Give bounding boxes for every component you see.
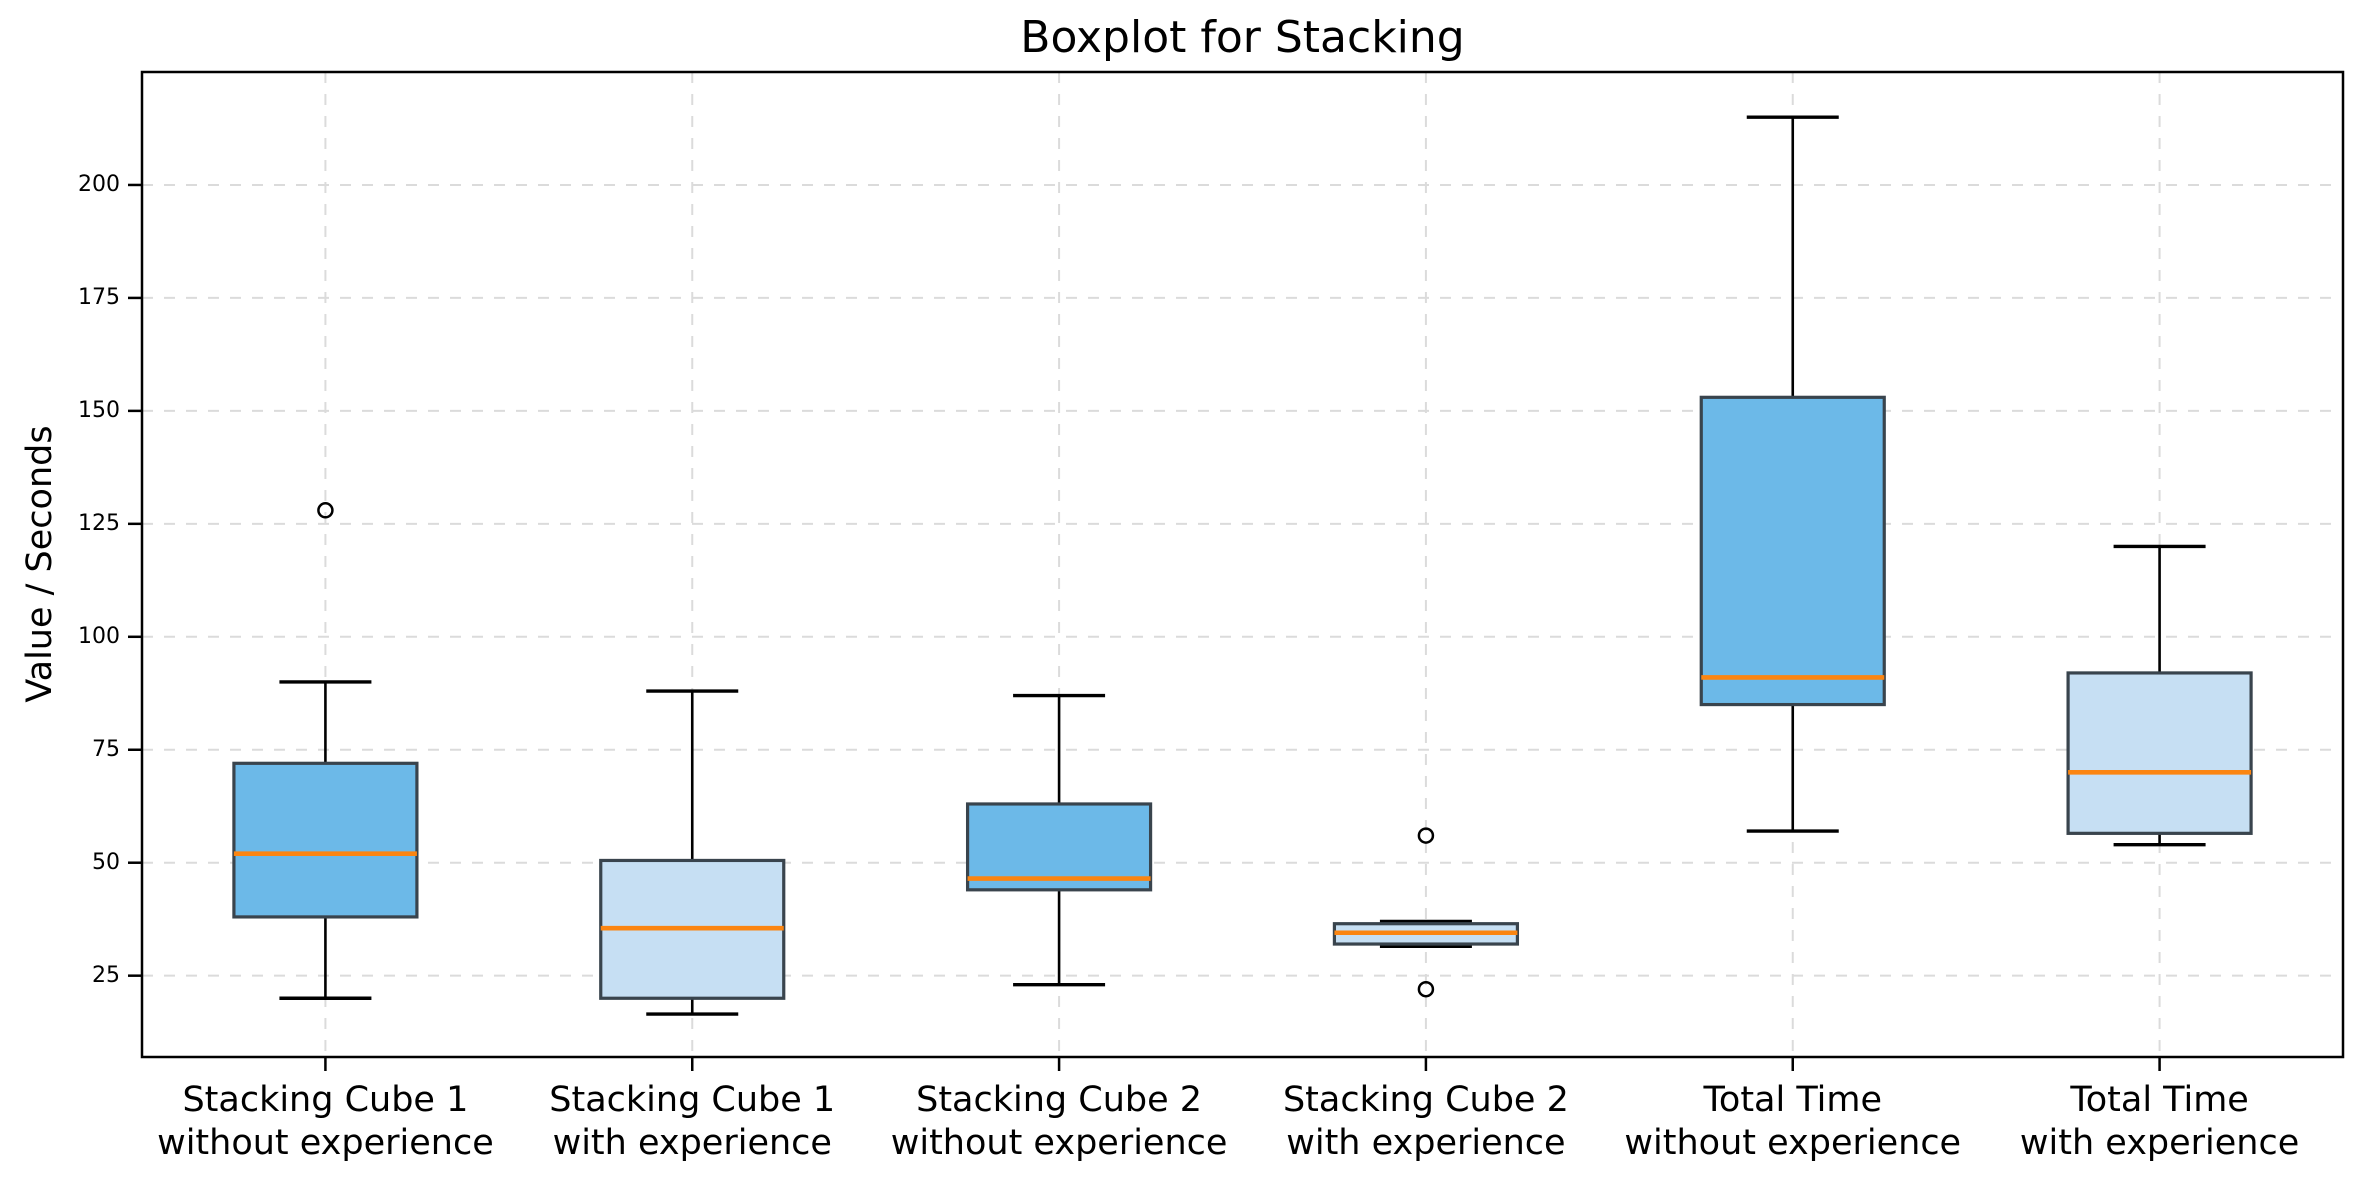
y-tick-label: 175 bbox=[78, 284, 120, 310]
x-tick-label-line: without experience bbox=[157, 1122, 494, 1163]
y-axis-label: Value / Seconds bbox=[20, 425, 60, 703]
x-tick-label-line: Stacking Cube 2 bbox=[1282, 1080, 1569, 1120]
y-tick-label: 75 bbox=[92, 736, 120, 762]
x-tick-label-line: Total Time bbox=[1703, 1080, 1883, 1120]
outlier-point bbox=[1417, 827, 1435, 844]
x-tick-label-line: with experience bbox=[2019, 1122, 2300, 1163]
outlier-point bbox=[317, 502, 334, 519]
x-tick-label-line: Stacking Cube 2 bbox=[916, 1080, 1203, 1120]
x-tick-label: Stacking Cube 2 without experience bbox=[849, 1079, 1269, 1164]
y-tick-label: 200 bbox=[78, 171, 120, 197]
x-tick-label: Total Time with experience bbox=[1950, 1079, 2356, 1164]
chart-title: Boxplot for Stacking bbox=[1020, 12, 1465, 63]
boxplot-box bbox=[232, 761, 419, 919]
x-tick-label-line: with experience bbox=[1286, 1122, 1566, 1163]
x-tick-label-line: without experience bbox=[890, 1122, 1228, 1163]
x-tick-label-line: without experience bbox=[1624, 1122, 1962, 1163]
y-tick-label: 25 bbox=[92, 962, 120, 988]
x-tick-label-line: Stacking Cube 1 bbox=[182, 1080, 469, 1120]
boxplot-box bbox=[965, 802, 1153, 892]
outlier-point bbox=[1417, 980, 1435, 998]
x-tick-label: Stacking Cube 1 without experience bbox=[115, 1079, 535, 1164]
y-tick-label: 150 bbox=[78, 397, 120, 423]
y-tick-label: 125 bbox=[78, 510, 120, 536]
boxplot-box bbox=[1699, 395, 1886, 707]
boxplot-box bbox=[2066, 671, 2253, 835]
x-tick-label: Total Time without experience bbox=[1583, 1079, 2003, 1164]
x-tick-label-line: Total Time bbox=[2070, 1080, 2249, 1120]
x-tick-label-line: with experience bbox=[552, 1122, 832, 1163]
y-tick-label: 50 bbox=[92, 849, 120, 875]
x-tick-label: Stacking Cube 1 with experience bbox=[482, 1079, 902, 1164]
x-tick-label: Stacking Cube 2 with experience bbox=[1216, 1079, 1636, 1164]
y-tick-label: 100 bbox=[78, 623, 120, 649]
x-tick-label-line: Stacking Cube 1 bbox=[549, 1080, 836, 1120]
plot-border bbox=[140, 70, 2345, 1059]
